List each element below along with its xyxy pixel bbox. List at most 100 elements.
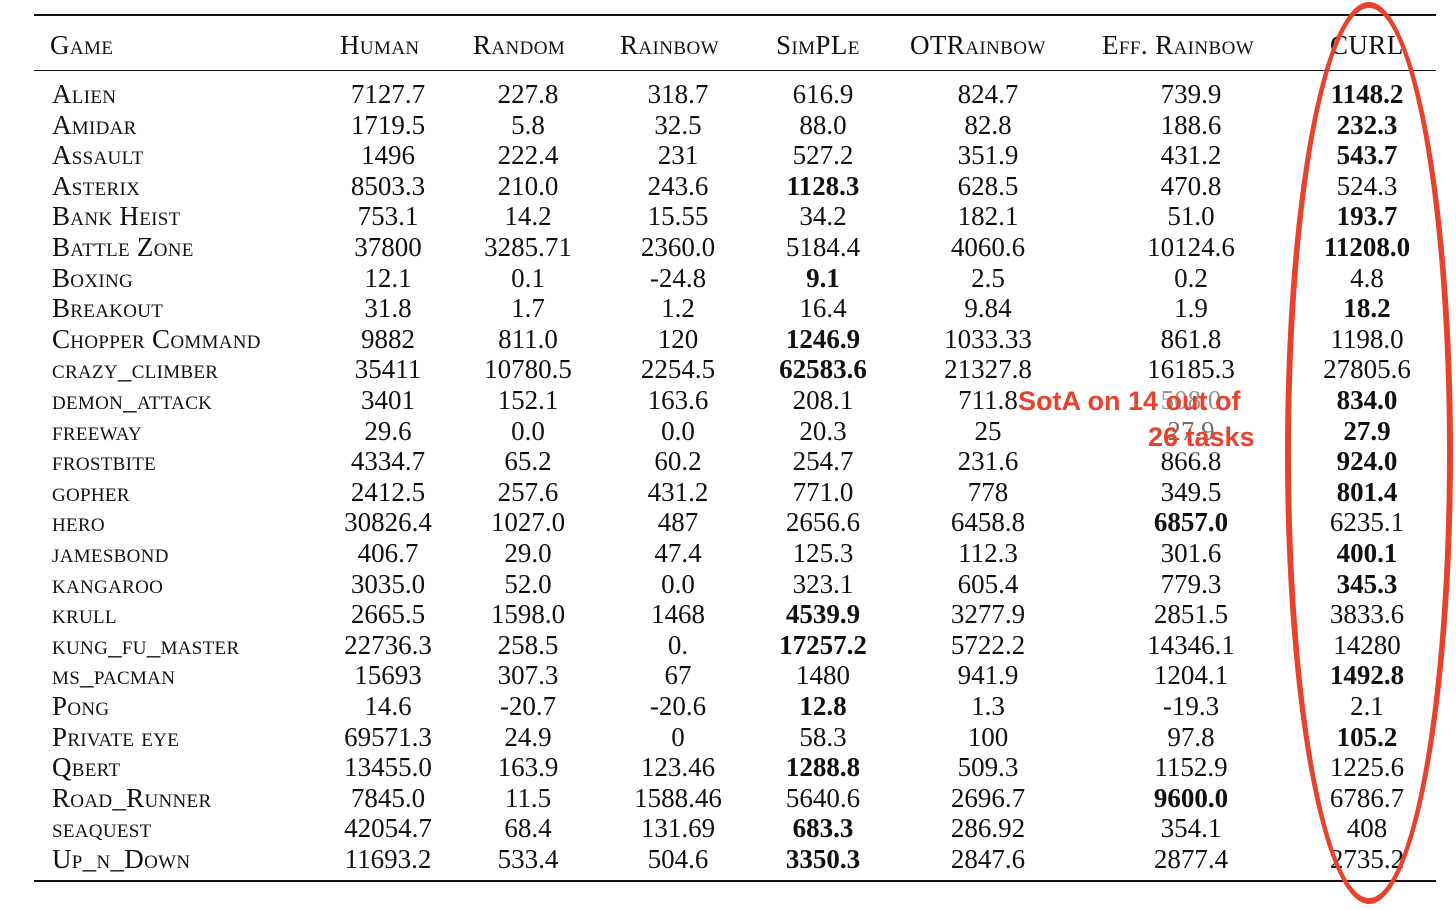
header-random: Random xyxy=(473,30,566,60)
table-row: krull 2665.5 1598.0 1468 4539.9 3277.9 2851.5 3… xyxy=(0,599,1456,629)
score-cell-simple: 527.2 xyxy=(792,140,854,171)
game-name-cell: kung_fu_master xyxy=(52,629,240,660)
score-cell-otrainbow: 711.8 xyxy=(958,385,1018,415)
score-cell-human: 3035.0 xyxy=(350,568,426,599)
score-cell-eff-rainbow: 0.2 xyxy=(1174,262,1208,293)
game-name-cell: Amidar xyxy=(52,109,137,140)
score-cell-random: 5.8 xyxy=(511,109,545,140)
table-row: Asterix 8503.3 210.0 243.6 1128.3 628.5 470.8 5… xyxy=(0,171,1456,201)
score-cell-rainbow: 15.55 xyxy=(647,201,709,232)
table-row: Qbert 13455.0 163.9 123.46 1288.8 509.3 1152.9… xyxy=(0,752,1456,782)
game-name-cell: Chopper Command xyxy=(52,323,261,354)
score-cell-random: 11.5 xyxy=(504,782,552,813)
game-name-cell: Boxing xyxy=(52,262,134,293)
score-cell-rainbow: 231 xyxy=(657,140,699,171)
score-cell-otrainbow: 182.1 xyxy=(957,201,1019,232)
table-row: kangaroo 3035.0 52.0 0.0 323.1 605.4 779.3 345.… xyxy=(0,569,1456,599)
score-cell-simple: 9.1 xyxy=(806,262,840,293)
score-cell-human: 8503.3 xyxy=(350,170,426,201)
score-cell-otrainbow: 112.3 xyxy=(958,538,1018,568)
score-cell-otrainbow: 941.9 xyxy=(957,660,1019,691)
score-cell-eff-rainbow: 431.2 xyxy=(1160,140,1222,171)
score-cell-curl: 6786.7 xyxy=(1329,782,1405,813)
score-cell-curl: 924.0 xyxy=(1336,446,1398,477)
score-cell-eff-rainbow: 97.8 xyxy=(1167,721,1215,752)
score-cell-otrainbow: 4060.6 xyxy=(950,232,1026,262)
game-name-cell: crazy_climber xyxy=(52,354,219,385)
score-cell-eff-rainbow: 51.0 xyxy=(1167,201,1215,232)
score-cell-otrainbow: 351.9 xyxy=(957,140,1019,171)
score-cell-otrainbow: 286.92 xyxy=(950,813,1026,844)
sota-annotation-line1: SotA on 14 out of xyxy=(1018,384,1241,418)
table-row: Bank Heist 753.1 14.2 15.55 34.2 182.1 51.0 193… xyxy=(0,201,1456,231)
table-row: Assault 1496 222.4 231 527.2 351.9 431.2 543.7 xyxy=(0,140,1456,170)
game-name-cell: Battle Zone xyxy=(52,232,194,262)
score-cell-eff-rainbow: 349.5 xyxy=(1160,476,1222,507)
score-cell-curl: 1225.6 xyxy=(1329,752,1405,783)
table-row: crazy_climber 35411 10780.5 2254.5 62583.6 21… xyxy=(0,354,1456,384)
score-cell-simple: 125.3 xyxy=(792,538,854,568)
header-game: Game xyxy=(50,30,114,60)
game-name-cell: Breakout xyxy=(52,293,164,324)
score-cell-simple: 88.0 xyxy=(799,109,847,140)
game-name-cell: jamesbond xyxy=(52,538,169,568)
table-row: gopher 2412.5 257.6 431.2 771.0 778 349.5 801.4 xyxy=(0,477,1456,507)
header-curl: CURL xyxy=(1330,30,1404,60)
score-cell-simple: 20.3 xyxy=(799,415,847,446)
score-cell-curl: 193.7 xyxy=(1336,201,1398,232)
table-row: Up_n_Down 11693.2 533.4 504.6 3350.3 2847.6 28… xyxy=(0,844,1456,874)
score-cell-simple: 58.3 xyxy=(799,721,847,752)
score-cell-rainbow: 487 xyxy=(657,507,699,538)
score-cell-human: 31.8 xyxy=(364,293,412,324)
score-cell-curl: 345.3 xyxy=(1336,568,1398,599)
score-cell-eff-rainbow: 739.9 xyxy=(1160,79,1222,109)
score-cell-random: 65.2 xyxy=(504,446,552,477)
table-header-row: Game Human Random Rainbow SimPLe OTRainb… xyxy=(0,30,1456,66)
header-eff-rainbow: Eff. Rainbow xyxy=(1102,30,1255,60)
score-cell-eff-rainbow: 27.9 xyxy=(1167,415,1215,446)
score-cell-otrainbow: 3277.9 xyxy=(950,599,1026,630)
score-cell-rainbow: 67 xyxy=(664,660,692,691)
score-cell-eff-rainbow: 1152.9 xyxy=(1154,752,1228,783)
score-cell-simple: 208.1 xyxy=(792,385,854,415)
score-cell-eff-rainbow: 2877.4 xyxy=(1153,844,1229,874)
header-human: Human xyxy=(340,30,420,60)
score-cell-random: 52.0 xyxy=(504,568,552,599)
game-name-cell: kangaroo xyxy=(52,568,164,599)
table-row: Boxing 12.1 0.1 -24.8 9.1 2.5 0.2 4.8 xyxy=(0,263,1456,293)
score-cell-curl: 6235.1 xyxy=(1329,507,1405,538)
score-cell-simple: 34.2 xyxy=(799,201,847,232)
score-cell-random: 0.0 xyxy=(511,415,545,446)
score-cell-random: 29.0 xyxy=(504,538,552,568)
score-cell-curl: 524.3 xyxy=(1336,170,1398,201)
score-cell-random: 10780.5 xyxy=(484,354,572,385)
game-name-cell: gopher xyxy=(52,476,130,507)
score-cell-curl: 11208.0 xyxy=(1323,232,1411,262)
score-cell-rainbow: 131.69 xyxy=(640,813,716,844)
table-row: hero 30826.4 1027.0 487 2656.6 6458.8 6857.0 62… xyxy=(0,507,1456,537)
game-name-cell: demon_attack xyxy=(52,385,213,415)
score-cell-random: 1598.0 xyxy=(490,599,566,630)
score-cell-random: 258.5 xyxy=(497,629,559,660)
score-cell-curl: 834.0 xyxy=(1336,385,1398,415)
score-cell-random: 811.0 xyxy=(498,323,558,354)
score-cell-simple: 771.0 xyxy=(792,476,854,507)
table-row: kung_fu_master 22736.3 258.5 0. 17257.2 5722.… xyxy=(0,630,1456,660)
score-cell-human: 7127.7 xyxy=(350,79,426,109)
score-cell-eff-rainbow: 16185.3 xyxy=(1147,354,1235,385)
table-row: Breakout 31.8 1.7 1.2 16.4 9.84 1.9 18.2 xyxy=(0,293,1456,323)
score-cell-rainbow: 2254.5 xyxy=(640,354,716,385)
table-row: Battle Zone 37800 3285.71 2360.0 5184.4 4060.… xyxy=(0,232,1456,262)
score-cell-random: 227.8 xyxy=(497,79,559,109)
game-name-cell: seaquest xyxy=(52,813,152,844)
score-cell-otrainbow: 6458.8 xyxy=(950,507,1026,538)
game-name-cell: Bank Heist xyxy=(52,201,181,232)
score-cell-random: 257.6 xyxy=(497,476,559,507)
game-name-cell: Road_Runner xyxy=(52,782,212,813)
score-cell-rainbow: 0 xyxy=(671,721,685,752)
score-cell-otrainbow: 2.5 xyxy=(971,262,1005,293)
score-cell-eff-rainbow: 2851.5 xyxy=(1153,599,1229,630)
score-cell-curl: 18.2 xyxy=(1343,293,1391,324)
score-cell-random: 68.4 xyxy=(504,813,552,844)
score-cell-simple: 2656.6 xyxy=(785,507,861,538)
